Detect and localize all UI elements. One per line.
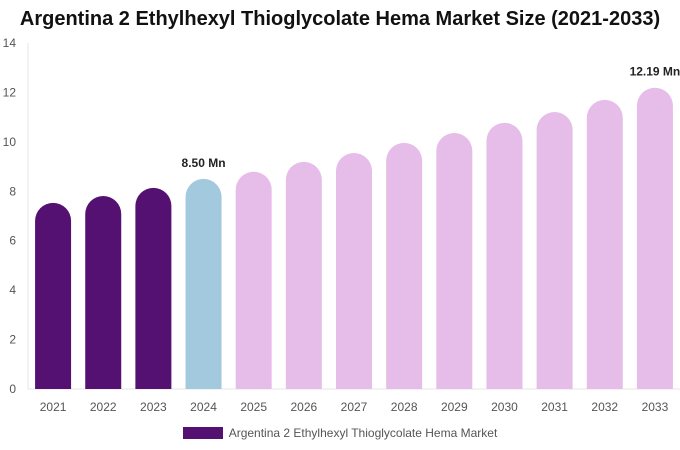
- y-tick-label: 4: [9, 283, 16, 297]
- x-tick-label: 2033: [642, 400, 669, 414]
- y-tick-label: 8: [9, 184, 16, 198]
- bar-2022: [85, 195, 122, 389]
- bar-2025: [235, 171, 272, 389]
- y-tick-label: 14: [3, 36, 17, 50]
- x-tick-label: 2021: [40, 400, 67, 414]
- legend-label: Argentina 2 Ethylhexyl Thioglycolate Hem…: [228, 426, 498, 440]
- data-label: 12.19 Mn: [630, 65, 680, 79]
- x-tick-label: 2027: [341, 400, 368, 414]
- x-tick-label: 2030: [491, 400, 518, 414]
- chart-title: Argentina 2 Ethylhexyl Thioglycolate Hem…: [19, 8, 661, 30]
- x-tick-label: 2024: [190, 400, 217, 414]
- bar-2023: [135, 187, 172, 389]
- y-tick-label: 6: [9, 234, 16, 248]
- x-tick-label: 2028: [391, 400, 418, 414]
- bar-2031: [536, 111, 573, 390]
- bar-2021: [35, 202, 72, 389]
- bar-2032: [586, 99, 623, 389]
- bar-2030: [486, 122, 523, 389]
- x-tick-label: 2031: [541, 400, 568, 414]
- bar-2029: [436, 132, 473, 389]
- y-tick-label: 2: [9, 333, 16, 347]
- bar-2028: [386, 142, 423, 389]
- y-tick-label: 0: [9, 382, 16, 396]
- x-tick-label: 2032: [591, 400, 618, 414]
- legend: Argentina 2 Ethylhexyl Thioglycolate Hem…: [0, 426, 680, 440]
- x-tick-label: 2022: [90, 400, 117, 414]
- bar-2026: [285, 161, 322, 389]
- y-tick-label: 10: [3, 135, 17, 149]
- data-label: 8.50 Mn: [182, 156, 226, 170]
- x-tick-label: 2029: [441, 400, 468, 414]
- y-tick-label: 12: [3, 85, 17, 99]
- bar-2033: [636, 87, 673, 390]
- legend-swatch: [182, 427, 223, 439]
- bar-2024: [185, 178, 222, 389]
- x-tick-label: 2025: [240, 400, 267, 414]
- x-tick-label: 2026: [290, 400, 317, 414]
- x-tick-label: 2023: [140, 400, 167, 414]
- bar-2027: [336, 152, 372, 389]
